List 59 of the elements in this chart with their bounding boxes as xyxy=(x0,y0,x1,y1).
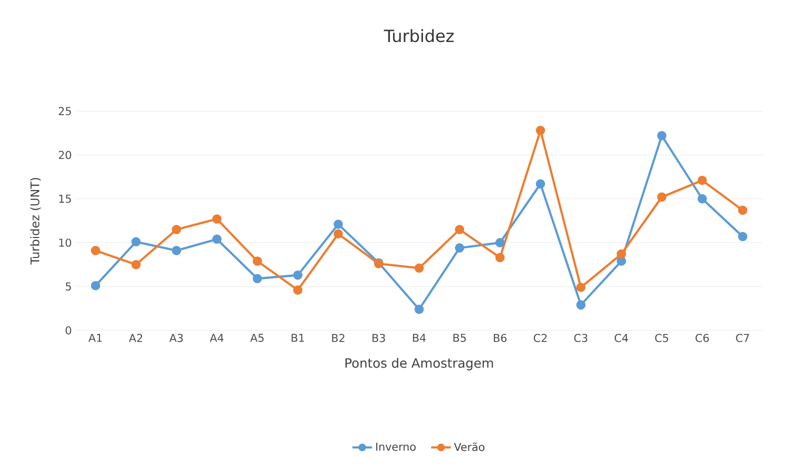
y-tick-label: 15 xyxy=(59,194,71,203)
x-tick-label: C4 xyxy=(614,334,628,342)
point xyxy=(454,243,464,252)
x-tick-label: B5 xyxy=(453,334,466,342)
point xyxy=(495,252,505,262)
x-tick-label: A1 xyxy=(88,334,102,342)
point xyxy=(698,176,707,185)
x-tick-label: A4 xyxy=(210,334,224,342)
point xyxy=(414,263,424,273)
point xyxy=(657,192,666,202)
point xyxy=(252,256,262,266)
y-tick-label: 10 xyxy=(59,238,72,247)
point xyxy=(738,205,748,215)
y-tick-label: 20 xyxy=(58,150,72,159)
point xyxy=(131,237,141,246)
x-tick-label: B2 xyxy=(332,334,344,342)
x-tick-label: C3 xyxy=(574,334,588,342)
point xyxy=(495,238,505,248)
point xyxy=(657,130,666,140)
point xyxy=(454,224,464,234)
x-tick-label: A3 xyxy=(169,334,183,342)
point xyxy=(212,214,222,224)
x-tick-label: C5 xyxy=(655,334,668,342)
y-tick-label: 0 xyxy=(66,326,72,334)
y-tick-label: 5 xyxy=(66,282,71,290)
point xyxy=(576,300,586,310)
x-tick-label: B3 xyxy=(372,334,386,342)
point xyxy=(698,194,707,204)
point xyxy=(334,229,343,238)
x-tick-label: C6 xyxy=(696,334,709,342)
point xyxy=(414,304,424,314)
point xyxy=(738,232,748,242)
x-tick-label: C7 xyxy=(736,334,749,342)
x-tick-label: B4 xyxy=(413,334,426,342)
x-tick-label: B6 xyxy=(494,334,507,342)
point xyxy=(90,246,100,256)
chart-title: Turbidez xyxy=(384,29,454,42)
point xyxy=(172,224,182,234)
point xyxy=(334,219,343,229)
point xyxy=(536,126,546,135)
x-tick-label: B1 xyxy=(292,334,304,342)
legend-label: Inverno xyxy=(376,442,416,451)
point xyxy=(90,280,100,290)
legend-label: Verão xyxy=(454,442,484,451)
x-tick-label: A2 xyxy=(128,334,142,342)
point xyxy=(252,274,262,284)
point xyxy=(536,179,546,188)
point xyxy=(131,260,141,270)
x-tick-label: A5 xyxy=(250,334,264,342)
point xyxy=(212,234,222,244)
y-axis-title: Turbidez (UNT) xyxy=(30,178,41,264)
point xyxy=(616,249,626,259)
point xyxy=(293,270,302,280)
point xyxy=(576,282,586,292)
x-axis-title: Pontos de Amostragem xyxy=(346,358,493,370)
y-tick-label: 25 xyxy=(58,106,71,116)
point xyxy=(293,285,302,295)
x-tick-label: C2 xyxy=(534,334,547,342)
point xyxy=(172,246,182,256)
